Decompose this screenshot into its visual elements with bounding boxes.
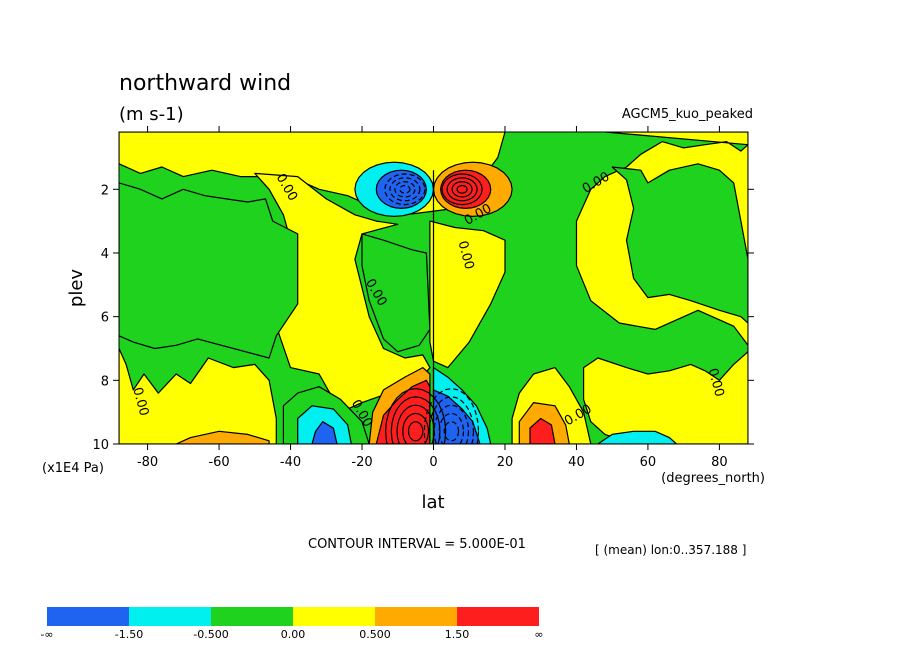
x-tick-label: 80: [711, 455, 728, 470]
contour-label-5: 0.00: [129, 386, 151, 418]
colorbar-swatch-1: [129, 607, 211, 626]
mean-text: [ (mean) lon:0..357.188 ]: [595, 543, 746, 557]
colorbar-swatch-2: [211, 607, 293, 626]
x-tick-label: -20: [351, 455, 372, 470]
y-tick-label: 10: [92, 438, 109, 453]
contour-ring-nh-lower-3: [433, 404, 470, 444]
model-label: AGCM5_kuo_peaked: [622, 107, 753, 122]
contour-ring-nh-upper-3: [451, 181, 473, 198]
colorbar-level-label: 0.00: [281, 628, 306, 641]
y-axis-units: (x1E4 Pa): [42, 461, 104, 476]
contour-ring-sh-lower-2: [390, 396, 441, 444]
colorbar-level-label: -1.50: [115, 628, 143, 641]
colorbar-swatch-5: [457, 607, 539, 626]
colorbar-level-label: 1.50: [445, 628, 470, 641]
contour-ring-sh-upper-2: [389, 177, 421, 202]
y-tick-label: 8: [101, 374, 109, 389]
plot-area: [119, 132, 748, 444]
contour-fill-regions: [119, 132, 748, 444]
x-axis: -80 -60 -40 -20 0 20 40 60 80: [137, 126, 728, 470]
x-axis-units: (degrees_north): [661, 471, 765, 486]
contour-interval-text: CONTOUR INTERVAL = 5.000E-01: [308, 537, 526, 552]
y-axis-label: plev: [66, 269, 87, 308]
contour-ring-nh-upper-2: [446, 177, 478, 202]
yellow-sh-bottom: [119, 347, 277, 444]
contour-label-2: 0.00: [454, 239, 476, 271]
contour-label-8: 0.00: [705, 367, 727, 399]
x-tick-label: 20: [497, 455, 514, 470]
chart-title: northward wind: [119, 71, 291, 96]
cyan-nh-55: [597, 430, 678, 444]
contour-ring-sh-upper-4: [399, 184, 411, 194]
y-tick-label: 2: [101, 183, 109, 198]
contour-ring-sh-lower-4: [402, 412, 430, 444]
contour-ring-nh-upper-4: [456, 184, 468, 194]
y-axis: 2 4 6 8 10: [92, 183, 754, 453]
y-tick-label: 4: [101, 247, 109, 262]
x-tick-label: 40: [568, 455, 585, 470]
colorbar: -∞ -1.50 -0.500 0.00 0.500 1.50 ∞: [40, 607, 544, 641]
contour-ring-sh-lower-1: [384, 387, 447, 444]
orange-sh-57: [175, 430, 270, 444]
contour-ring-nh-upper-1: [441, 173, 483, 206]
colorbar-swatch-0: [47, 607, 129, 626]
colorbar-level-label: -0.500: [193, 628, 228, 641]
x-tick-label: 60: [640, 455, 657, 470]
green-sh-column: [361, 233, 431, 353]
contour-ring-nh-lower-5: [443, 421, 460, 442]
blue-sh-30: [311, 421, 338, 444]
colorbar-swatch-3: [293, 607, 375, 626]
contour-ring-sh-lower-3: [396, 404, 435, 444]
contour-ring-sh-upper-1: [384, 173, 426, 206]
blue-sh-upper: [375, 169, 427, 209]
colorbar-level-label: ∞: [534, 628, 543, 641]
colorbar-level-label: -∞: [40, 628, 53, 641]
green-nh-box: [611, 163, 748, 324]
chart-subtitle: (m s-1): [119, 104, 184, 125]
yellow-equator-tongue: [429, 220, 506, 369]
contour-ring-sh-lower-5: [407, 421, 424, 442]
x-tick-label: -80: [137, 455, 158, 470]
red-nh-30: [529, 417, 556, 444]
y-tick-label: 6: [101, 311, 109, 326]
contour-lines: [384, 170, 483, 444]
x-tick-label: 0: [429, 455, 437, 470]
x-tick-label: -60: [208, 455, 229, 470]
green-sh-box: [119, 182, 299, 359]
contour-ring-nh-lower-2: [428, 396, 475, 444]
colorbar-level-label: 0.500: [359, 628, 391, 641]
contour-ring-sh-upper-3: [394, 181, 416, 198]
x-tick-label: -40: [280, 455, 301, 470]
colorbar-swatch-4: [375, 607, 457, 626]
x-axis-label: lat: [421, 492, 444, 513]
